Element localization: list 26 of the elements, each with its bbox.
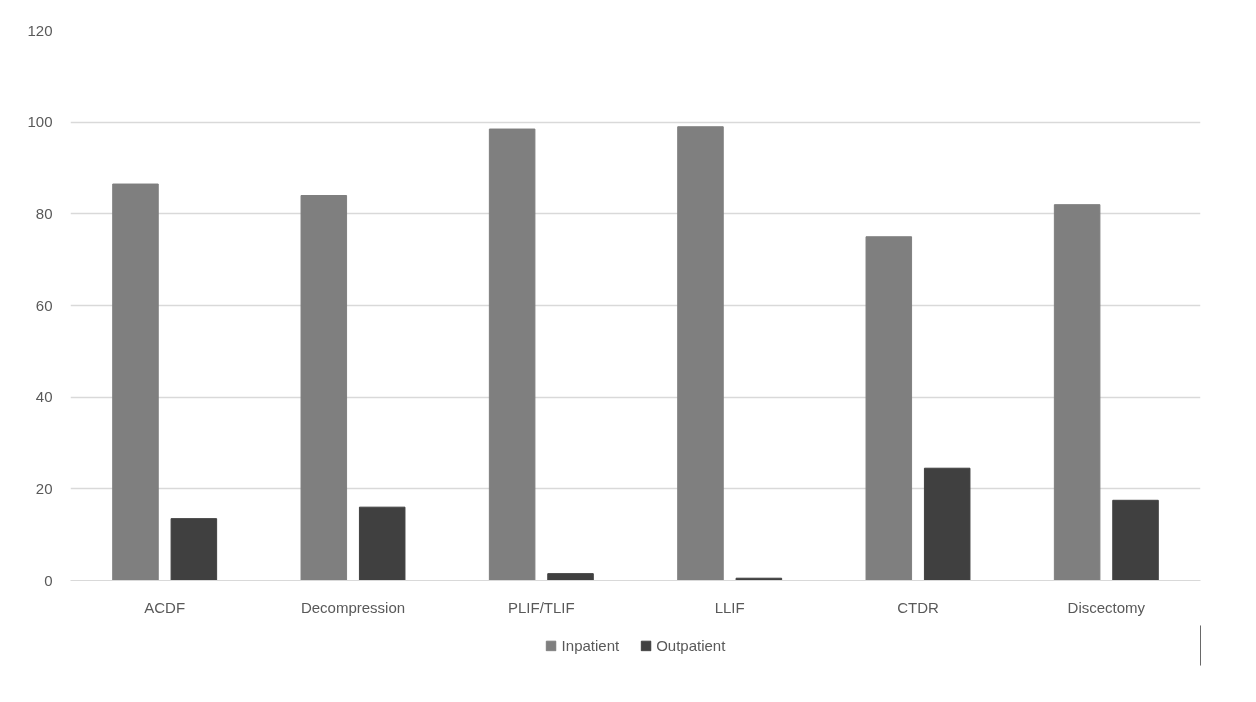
- y-tick-label: 120: [27, 21, 53, 39]
- bar: [1053, 204, 1101, 581]
- bar: [300, 195, 348, 581]
- bar: [677, 126, 724, 581]
- y-tick-label: 80: [35, 204, 53, 222]
- x-tick-label: Discectomy: [1067, 598, 1146, 616]
- x-tick-label: Decompression: [300, 598, 406, 616]
- bar: [488, 128, 536, 581]
- x-tick-label: CTDR: [897, 598, 939, 616]
- y-tick-label: 0: [44, 571, 53, 589]
- y-tick-label: 20: [35, 479, 53, 497]
- y-tick-label: 40: [35, 388, 53, 406]
- bar: [1112, 499, 1159, 581]
- bar: [547, 573, 594, 581]
- y-tick-label: 60: [35, 296, 53, 314]
- bar: [865, 236, 913, 581]
- bar: [358, 506, 406, 581]
- legend-label: Inpatient: [561, 636, 620, 654]
- x-tick-label: PLIF/TLIF: [507, 598, 575, 616]
- y-tick-label: 100: [27, 113, 53, 131]
- bar: [112, 183, 159, 581]
- x-tick-label: ACDF: [144, 598, 186, 616]
- bar: [170, 518, 218, 581]
- x-tick-label: LLIF: [714, 598, 745, 616]
- bar: [923, 467, 971, 581]
- legend-label: Outpatient: [656, 636, 726, 654]
